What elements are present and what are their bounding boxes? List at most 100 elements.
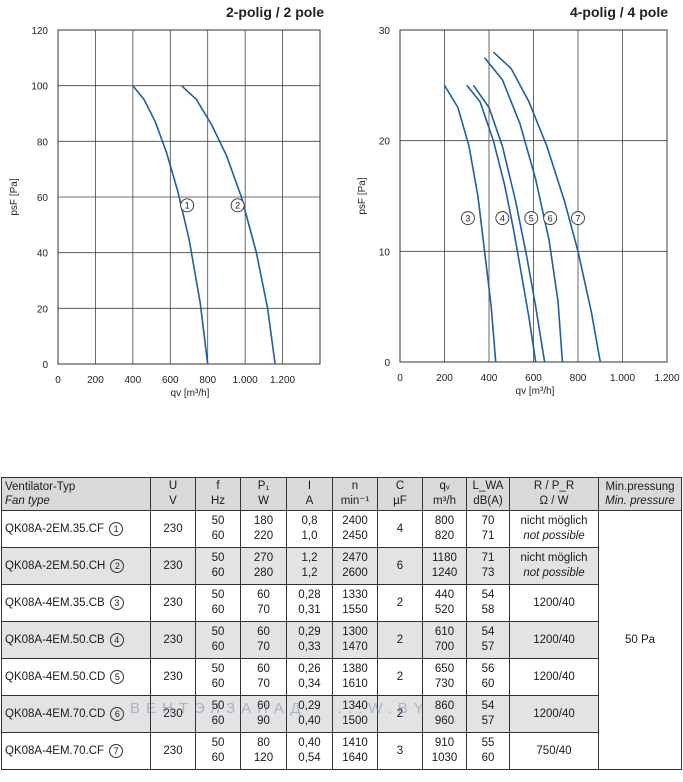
y-tick-label: 80 — [37, 137, 49, 148]
fan-type-cell: QK08A-2EM.35.CF 1 — [1, 510, 151, 548]
table-row: QK08A-2EM.50.CH 2 230 50 60 270 280 1,2 1,2 2470 2… — [1, 547, 682, 585]
capacitor-cell: 2 — [377, 584, 423, 622]
y-tick-label: 30 — [379, 26, 391, 37]
series-marker-4 — [495, 211, 510, 226]
series-marker-5 — [524, 211, 539, 226]
x-tick-label: 800 — [570, 373, 587, 384]
frequency-cell: 50 60 — [195, 732, 241, 770]
header-power: P₁ W — [240, 477, 287, 511]
curve-marker: 7 — [109, 743, 124, 758]
y-tick-label: 40 — [37, 249, 49, 260]
resistor-cell: 1200/40 — [509, 695, 599, 733]
frequency-cell: 50 60 — [195, 547, 241, 585]
frequency-cell: 50 60 — [195, 584, 241, 622]
voltage-cell: 230 — [150, 547, 196, 585]
series-line-3 — [443, 84, 497, 363]
voltage-cell: 230 — [150, 621, 196, 659]
min-pressure-cell: 50 Pa — [598, 510, 682, 770]
series-line-4 — [466, 84, 537, 363]
fan-type-cell: QK08A-4EM.50.CD 5 — [1, 658, 151, 696]
capacitor-cell: 2 — [377, 658, 423, 696]
voltage-cell: 230 — [150, 658, 196, 696]
capacitor-cell: 3 — [377, 732, 423, 770]
airflow-cell: 610 700 — [422, 621, 467, 659]
series-marker-label-1: 1 — [185, 201, 190, 211]
sound-cell: 54 57 — [466, 695, 510, 733]
charts-canvas: 0 200 400 600 800 1.000 1.2000204060801001202-… — [9, 4, 680, 399]
x-tick-label: 1.000 — [233, 375, 258, 386]
capacitor-cell: 2 — [377, 621, 423, 659]
speed-cell: 2400 2450 — [332, 510, 378, 548]
power-cell: 60 90 — [240, 695, 287, 733]
capacitor-cell: 2 — [377, 695, 423, 733]
table-row: QK08A-4EM.70.CF 7 230 50 60 80 120 0,40 0,54 1410… — [1, 732, 682, 770]
series-line-7 — [492, 51, 602, 363]
capacitor-cell: 6 — [377, 547, 423, 585]
voltage-cell: 230 — [150, 732, 196, 770]
chart-title: 2-polig / 2 pole — [226, 4, 324, 20]
resistor-cell: 1200/40 — [509, 584, 599, 622]
y-tick-label: 20 — [37, 304, 49, 315]
series-marker-2 — [230, 198, 245, 213]
current-cell: 0,29 0,33 — [286, 621, 333, 659]
table-row: QK08A-4EM.50.CB 4 230 50 60 60 70 0,29 0,33 1300 1… — [1, 621, 682, 659]
series-line-6 — [483, 57, 564, 363]
table-row: QK08A-4EM.50.CD 5 230 50 60 60 70 0,26 0,34 1380 1… — [1, 658, 682, 696]
sound-cell: 54 57 — [466, 621, 510, 659]
header-airflow: qᵥ m³/h — [422, 477, 467, 511]
series-line-1 — [132, 85, 209, 365]
series-marker-label-4: 4 — [500, 213, 505, 223]
series-marker-label-2: 2 — [235, 201, 240, 211]
airflow-cell: 650 730 — [422, 658, 467, 696]
sound-cell: 54 58 — [466, 584, 510, 622]
sound-cell: 70 71 — [466, 510, 510, 548]
chart-title: 4-polig / 4 pole — [570, 4, 668, 20]
header-sound: L_WA dB(A) — [466, 477, 510, 511]
series-marker-label-7: 7 — [575, 213, 580, 223]
resistor-cell: 1200/40 — [509, 658, 599, 696]
sound-cell: 56 60 — [466, 658, 510, 696]
airflow-cell: 860 960 — [422, 695, 467, 733]
y-tick-label: 100 — [31, 82, 48, 93]
header-fan-type: Ventilator-Typ Fan type — [1, 477, 151, 511]
y-tick-label: 20 — [379, 137, 391, 148]
y-tick-label: 60 — [37, 193, 49, 204]
frequency-cell: 50 60 — [195, 695, 241, 733]
x-axis-label: qv [m³/h] — [516, 386, 555, 397]
sound-cell: 71 73 — [466, 547, 510, 585]
speed-cell: 1410 1640 — [332, 732, 378, 770]
curve-marker: 4 — [109, 632, 124, 647]
y-axis-label: psF [Pa] — [357, 177, 368, 214]
y-tick-label: 120 — [31, 26, 48, 37]
voltage-cell: 230 — [150, 695, 196, 733]
frequency-cell: 50 60 — [195, 621, 241, 659]
x-tick-label: 0 — [397, 373, 403, 384]
series-marker-7 — [571, 211, 585, 226]
x-tick-label: 1.000 — [610, 373, 635, 384]
current-cell: 0,29 0,40 — [286, 695, 333, 733]
series-marker-1 — [180, 198, 195, 213]
current-cell: 1,2 1,2 — [286, 547, 333, 585]
power-cell: 270 280 — [240, 547, 287, 585]
header-min-pressure: Min.pressung Min. pressure — [598, 477, 682, 511]
capacitor-cell: 4 — [377, 510, 423, 548]
x-tick-label: 200 — [436, 373, 453, 384]
table-row: QK08A-2EM.35.CF 1 230 50 60 180 220 0,8 1,0 2400 2… — [1, 510, 682, 770]
airflow-cell: 800 820 — [422, 510, 467, 548]
header-resistor: R / P_R Ω / W — [509, 477, 599, 511]
speed-cell: 1300 1470 — [332, 621, 378, 659]
resistor-cell: 1200/40 — [509, 621, 599, 659]
chart-4-pole: 0 200 400 600 800 1.000 1.200 0 10 20 30 4-polig / … — [357, 4, 680, 397]
power-cell: 180 220 — [240, 510, 287, 548]
header-frequency: f Hz — [195, 477, 241, 511]
fan-type-cell: QK08A-2EM.50.CH 2 — [1, 547, 151, 585]
curve-marker: 6 — [110, 706, 125, 721]
x-tick-label: 1.200 — [270, 375, 295, 386]
x-axis-label: qv [m³/h] — [171, 388, 210, 399]
airflow-cell: 440 520 — [422, 584, 467, 622]
airflow-cell: 910 1030 — [422, 732, 467, 770]
